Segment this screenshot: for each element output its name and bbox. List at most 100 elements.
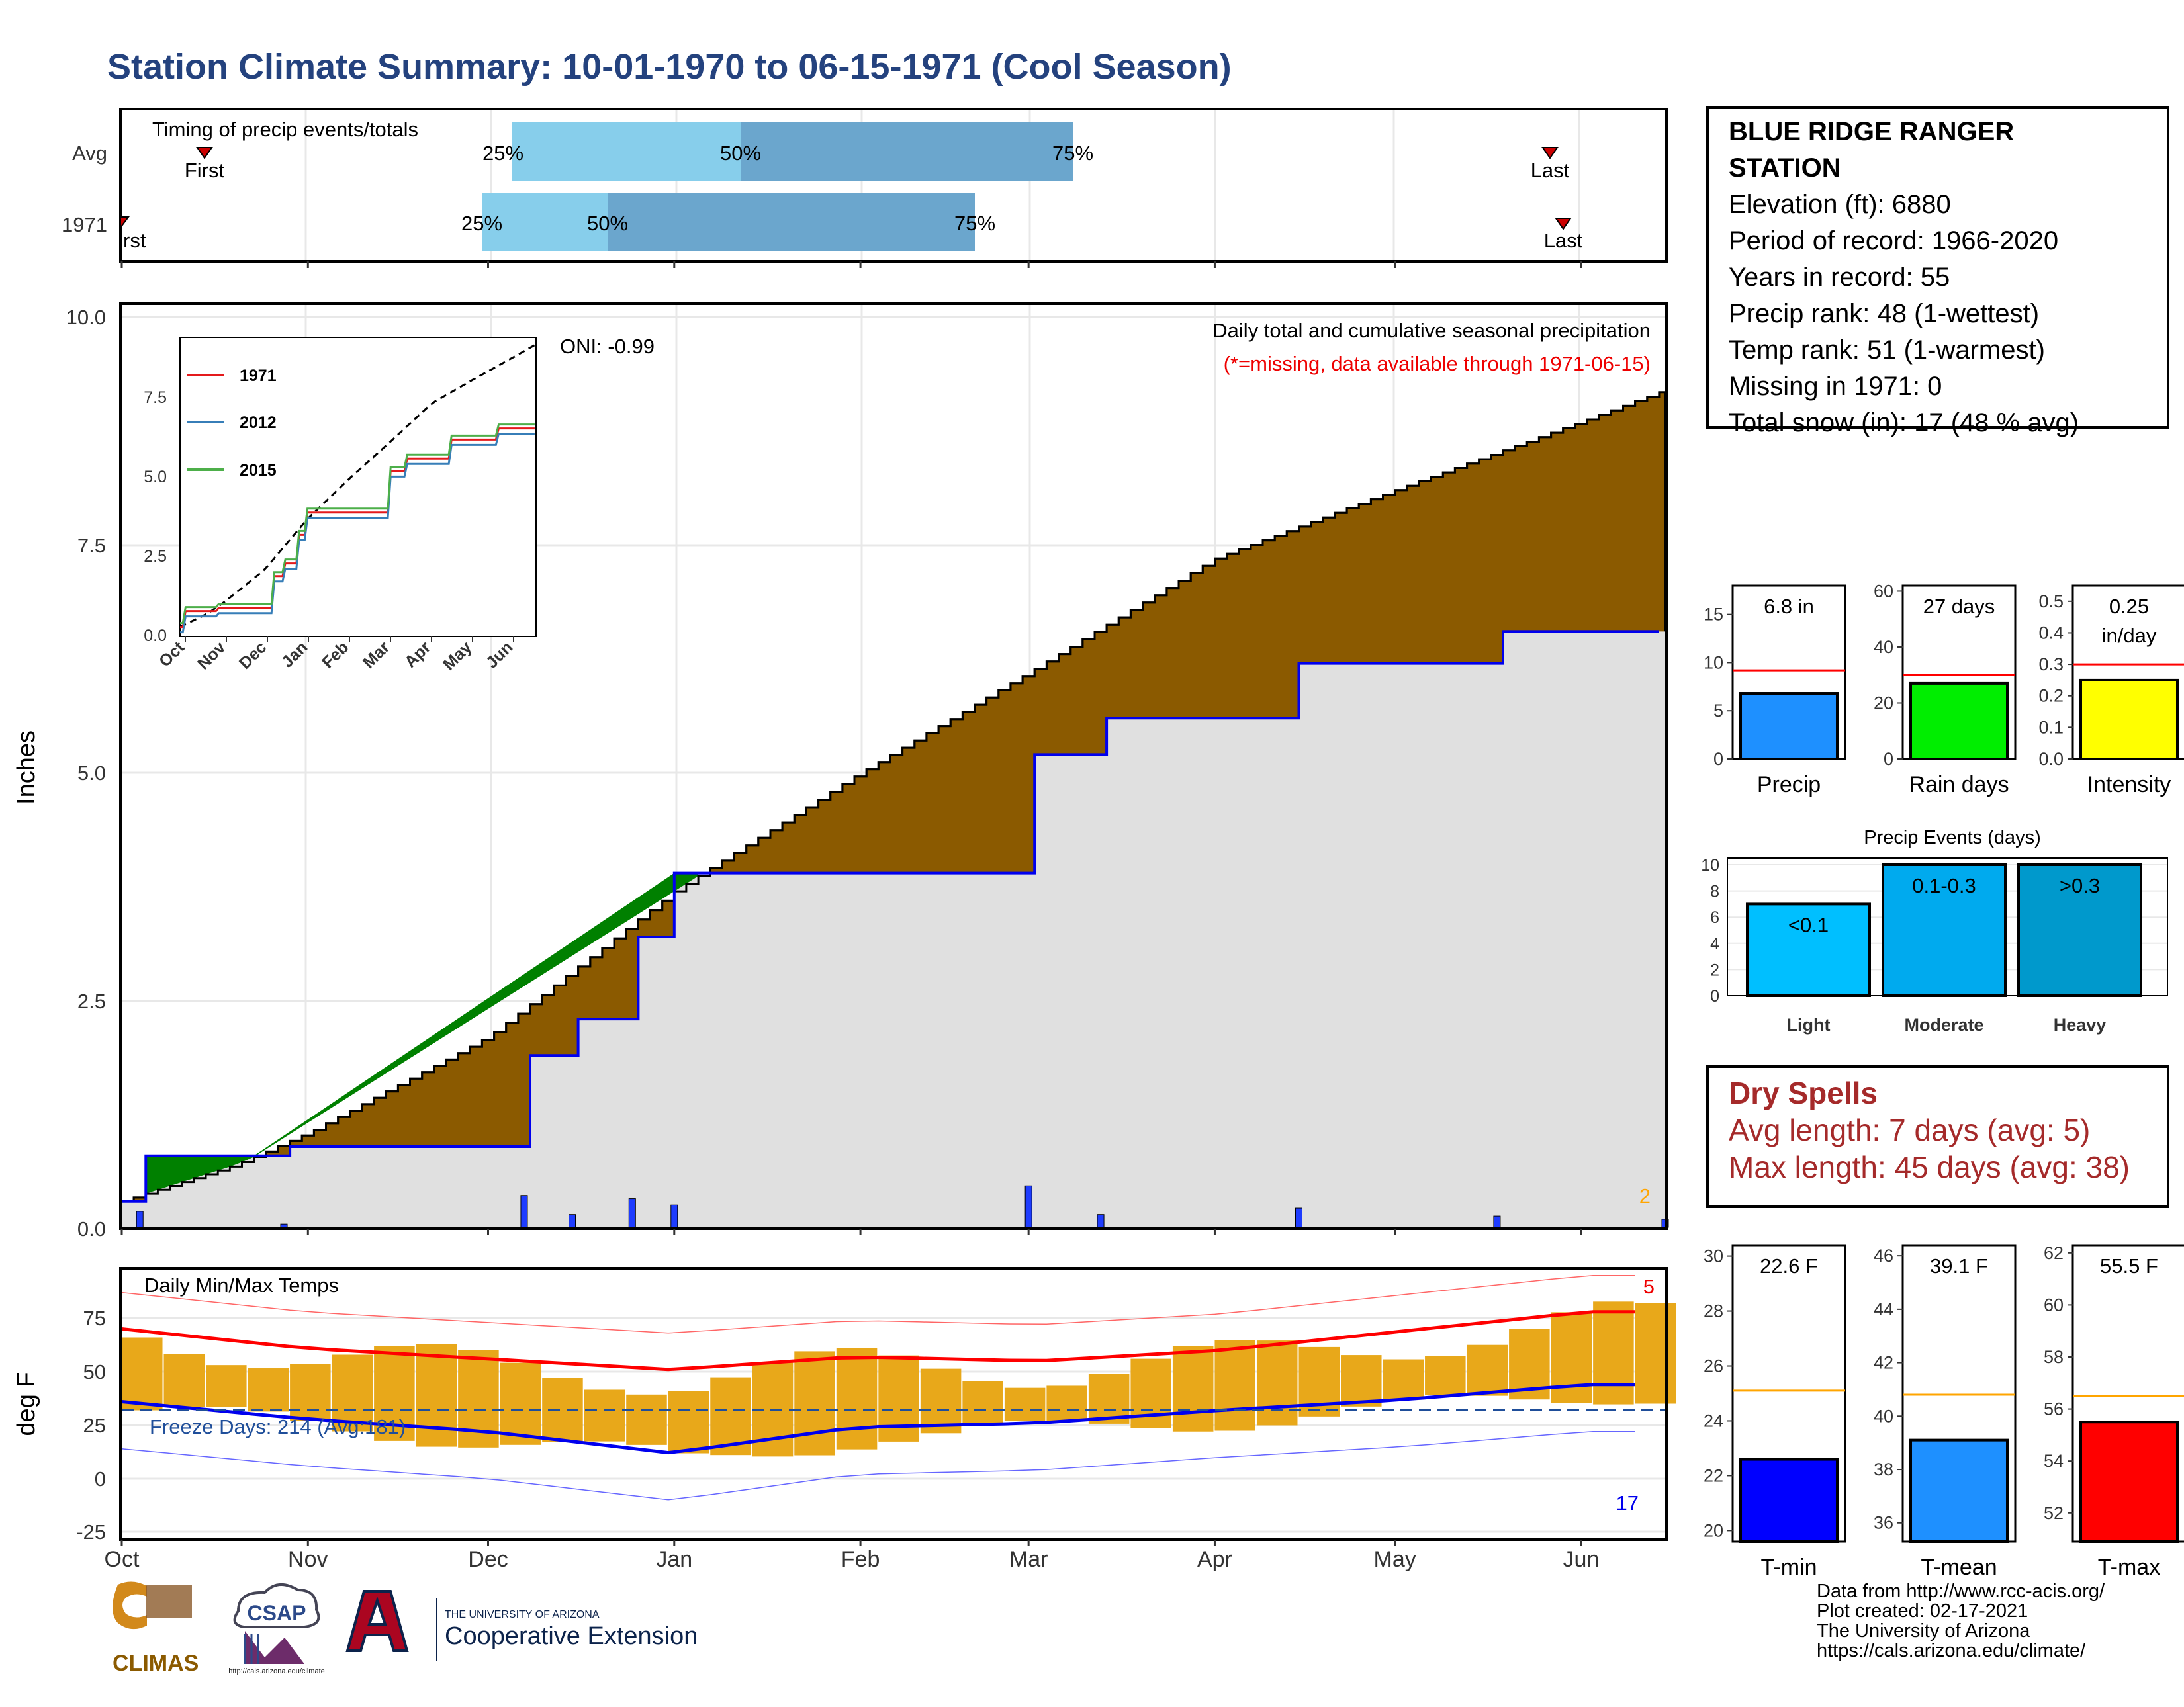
avg-first-marker (196, 147, 213, 159)
precip-ytick: 10 (1704, 652, 1723, 672)
month-tick: Oct (105, 1547, 140, 1572)
credits: Data from http://www.rcc-acis.org/ Plot … (1817, 1581, 2105, 1661)
tmin-ytick: 20 (1704, 1520, 1723, 1540)
temp-range-bar (836, 1348, 878, 1450)
daily-precip-bar (1493, 1215, 1501, 1228)
intensity-ytick: 0.1 (2038, 717, 2064, 737)
credit-line: The University of Arizona (1817, 1620, 2030, 1641)
inset-1971-line (180, 427, 535, 629)
above-avg-area (146, 873, 699, 1194)
tmean-ytick: 36 (1874, 1513, 1893, 1533)
precip-ytick: 10.0 (66, 306, 106, 329)
y1971-last-label: Last (1544, 229, 1583, 252)
temp-range-bar (1256, 1340, 1298, 1426)
temp-range-bar (794, 1351, 835, 1456)
temp-range-bar (1635, 1303, 1676, 1404)
y1971-50-75-bar (608, 193, 975, 251)
rain-days-ytick: 60 (1874, 581, 1893, 601)
intensity-ytick: 0.4 (2038, 623, 2064, 642)
events-bar-label: >0.3 (2060, 874, 2100, 897)
tmean-ytick: 38 (1874, 1460, 1893, 1479)
cumulative-1971-line (122, 630, 1659, 1203)
inset-legend: 1971 2012 2015 (187, 367, 277, 480)
events-bar-label: 0.1-0.3 (1912, 874, 1976, 897)
temp-range-bar (1425, 1356, 1466, 1395)
rain-days-ytick: 0 (1884, 749, 1893, 769)
temp-range-bar (920, 1368, 962, 1434)
station-missing: Missing in 1971: 0 (1729, 372, 1942, 401)
month-tick: Feb (841, 1547, 880, 1572)
month-tick: Jan (656, 1547, 692, 1572)
ua-coop-text: Cooperative Extension (445, 1622, 698, 1650)
temp-range-bar (1383, 1359, 1424, 1399)
min-count: 17 (1616, 1491, 1639, 1514)
intensity-label: Intensity (2087, 772, 2171, 797)
precip-yticks: 0.0 2.5 5.0 7.5 10.0 (66, 306, 106, 1241)
temp-range-bar (668, 1391, 709, 1454)
tmax-ytick: 54 (2044, 1451, 2064, 1471)
rain-days-bar (1909, 681, 2009, 760)
month-tick: Apr (1197, 1547, 1232, 1572)
daily-precip-bar (136, 1211, 144, 1228)
daily-precip-bar (569, 1214, 576, 1228)
station-name-2: STATION (1729, 153, 1841, 183)
events-ytick: 0 (1710, 987, 1719, 1006)
temp-ytick: 75 (83, 1307, 106, 1330)
credit-line: Data from http://www.rcc-acis.org/ (1817, 1581, 2105, 1602)
timing-title: Timing of precip events/totals (152, 118, 418, 141)
temp-range-bar (878, 1355, 919, 1442)
y1971-q50: 50% (587, 212, 628, 235)
events-bar (1746, 902, 1871, 998)
temp-yticks: -25 0 25 50 75 (76, 1307, 106, 1544)
inset-ytick: 7.5 (144, 388, 167, 407)
precip-missing-note: (*=missing, data available through 1971-… (1224, 352, 1651, 375)
max-temp-record-line (121, 1274, 1635, 1334)
main-chart: Timing of precip events/totals Avg 1971 … (13, 108, 1676, 1572)
daily-precip-bar (1295, 1207, 1302, 1228)
temp-title: Daily Min/Max Temps (144, 1274, 339, 1297)
temp-range-bar (1214, 1340, 1255, 1431)
avg-q25: 25% (482, 142, 523, 165)
temp-range-bar (962, 1381, 1003, 1426)
tmax-ytick: 58 (2044, 1347, 2064, 1367)
temp-range-bar (1341, 1355, 1382, 1407)
min-temp-avg-line (121, 1383, 1635, 1455)
station-snow: Total snow (in): 17 (48 % avg) (1729, 408, 2079, 437)
events-bar-label: <0.1 (1788, 913, 1829, 936)
intensity-ytick: 0.2 (2038, 686, 2064, 706)
avg-25-50-bar (512, 122, 741, 181)
tmean-ytick: 42 (1874, 1353, 1893, 1373)
temp-range-bars (122, 1301, 1676, 1457)
timing-row-avg: Avg (72, 142, 107, 165)
temp-range-bar (1046, 1385, 1087, 1421)
avg-50-75-bar (741, 122, 1073, 181)
daily-precip-bar (670, 1204, 678, 1228)
daily-precip-bar (280, 1223, 288, 1228)
ua-text: THE UNIVERSITY OF ARIZONA (445, 1609, 600, 1620)
avg-q50: 50% (720, 142, 761, 165)
avg-q75: 75% (1052, 142, 1093, 165)
csap-url: http://cals.arizona.edu/climate (228, 1667, 325, 1675)
temp-range-bar (248, 1368, 289, 1412)
corner-count: 2 (1639, 1184, 1651, 1207)
avg-last-label: Last (1531, 159, 1570, 182)
tmean-value: 39.1 F (1930, 1254, 1988, 1278)
y1971-last-marker (1555, 218, 1572, 230)
temp-range-bar (1551, 1312, 1592, 1403)
tmin-ytick: 24 (1704, 1411, 1723, 1430)
intensity-value: 0.25 (2109, 595, 2149, 618)
dry-spells-avg: Avg length: 7 days (avg: 5) (1729, 1113, 2091, 1147)
dry-spells-title: Dry Spells (1729, 1076, 1878, 1110)
daily-precip-bar (1097, 1214, 1105, 1228)
avg-first-label: First (185, 159, 225, 182)
tmax-bar (2079, 1421, 2179, 1543)
precip-label: Precip (1757, 772, 1821, 797)
timing-row-1971: 1971 (62, 213, 107, 236)
temp-ytick: 0 (95, 1467, 106, 1491)
tmax-value: 55.5 F (2100, 1254, 2158, 1278)
station-temp-rank: Temp rank: 51 (1-warmest) (1729, 335, 2045, 365)
temp-range-bar (500, 1362, 541, 1445)
temp-range-bar (1004, 1387, 1046, 1421)
inset-2012-line (180, 433, 535, 634)
events-ytick: 8 (1710, 883, 1719, 901)
